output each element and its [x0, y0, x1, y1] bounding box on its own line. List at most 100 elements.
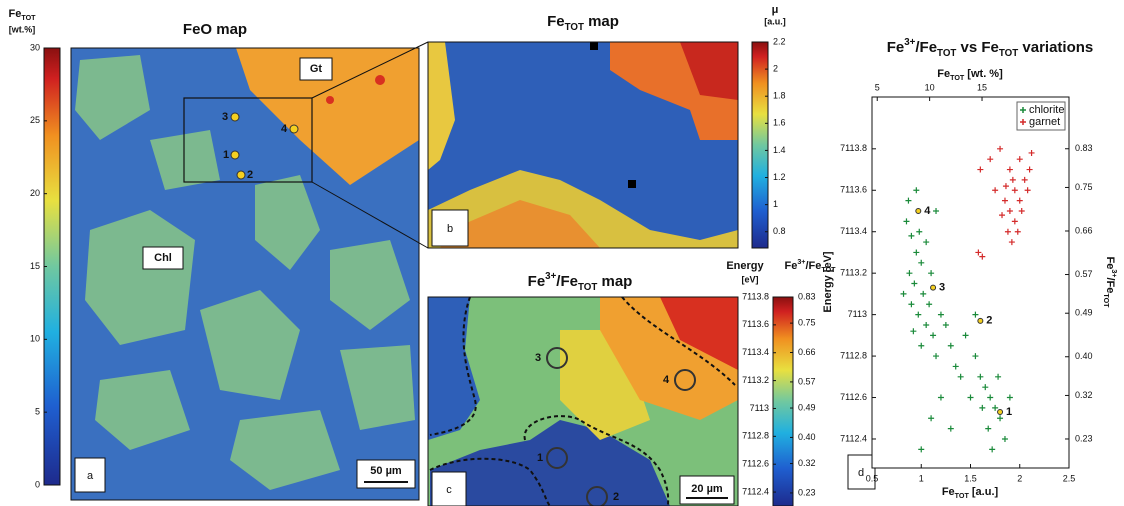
point-label: 1 [1006, 406, 1012, 418]
point [1004, 228, 1011, 235]
x-tick-label: 2 [1017, 473, 1022, 483]
colorbar-label: μ [772, 4, 779, 16]
colorbar-tick-label: 0.49 [798, 402, 816, 412]
text-part: TOT [999, 48, 1018, 59]
x2-tick-label: 10 [925, 82, 935, 92]
text-part: variations [1018, 39, 1093, 56]
point [1008, 239, 1015, 246]
y2-tick-label: 0.57 [1075, 269, 1093, 279]
point [937, 394, 944, 401]
point [997, 145, 1004, 152]
point [1021, 176, 1028, 183]
y2-tick-label: 0.40 [1075, 351, 1093, 361]
panel-label: a [87, 470, 94, 482]
labeled-point [997, 409, 1004, 416]
map-b [427, 41, 739, 249]
point [913, 187, 920, 194]
map-a [70, 41, 429, 501]
text-part: map [597, 273, 632, 290]
x-axis-label: FeTOT [a.u.] [942, 486, 999, 500]
x-tick-label: 1.5 [964, 473, 977, 483]
text-part: Energy [eV] [822, 251, 834, 312]
colorbar-tick-label: 0 [35, 479, 40, 489]
point [908, 232, 915, 239]
point [926, 301, 933, 308]
colorbar-tick-label: 5 [35, 407, 40, 417]
y-tick-label: 7113.4 [840, 226, 867, 236]
colorbar-tick-label: 20 [30, 188, 40, 198]
text-part: Fe [942, 486, 955, 498]
point [952, 363, 959, 370]
colorbar-tick-label: 7113.2 [742, 375, 769, 385]
y2-tick-label: 0.83 [1075, 143, 1093, 153]
colorbar-tick-label: 15 [30, 261, 40, 271]
text-part: Fe [937, 68, 950, 80]
point [1006, 207, 1013, 214]
text-part: [wt. %] [964, 68, 1003, 80]
point [911, 280, 918, 287]
text-part: /Fe [556, 273, 578, 290]
text-part: Fe [528, 273, 546, 290]
colorbar-tick-label: 0.66 [798, 347, 816, 357]
point [923, 321, 930, 328]
point [908, 301, 915, 308]
colorbar-tick-label: 7112.4 [742, 486, 769, 496]
text-part: vs Fe [956, 39, 999, 56]
labeled-point [930, 284, 937, 291]
point [987, 156, 994, 163]
text-part: Fe [784, 260, 797, 272]
point [937, 311, 944, 318]
labeled-point [915, 207, 922, 214]
text-part: /Fe [1104, 277, 1116, 293]
point [1011, 218, 1018, 225]
text-part: μ [772, 4, 779, 16]
point [992, 187, 999, 194]
text-part: /Fe [805, 260, 821, 272]
colorbar-c [772, 296, 794, 506]
text-part: TOT [821, 266, 836, 274]
point [928, 415, 935, 422]
legend-box [1016, 101, 1066, 131]
text-part: Energy [726, 260, 764, 272]
text-part: TOT [950, 74, 965, 82]
text-part: TOT [578, 282, 597, 293]
point [933, 353, 940, 360]
colorbar-tick-label: 0.23 [798, 487, 816, 497]
colorbar-tick-label: 1.4 [773, 145, 786, 155]
text-part: Fe [887, 39, 905, 56]
colorbar-tick-label: 10 [30, 334, 40, 344]
text-part: 3+ [1110, 269, 1118, 277]
map-c [427, 296, 739, 506]
colorbar-y2-label: Fe3+/FeTOT [784, 258, 836, 274]
point [975, 249, 982, 256]
x-tick-label: 0.5 [866, 473, 879, 483]
point [1014, 228, 1021, 235]
map-title: FeO map [183, 21, 247, 38]
point-label: 2 [247, 169, 253, 181]
annotation: Chl [154, 252, 172, 264]
panel-label: d [858, 467, 864, 479]
colorbar-tick-label: 7113.6 [742, 319, 769, 329]
y-axis-label: Energy [eV] [822, 251, 834, 312]
point [987, 394, 994, 401]
y-tick-label: 7112.4 [840, 433, 867, 443]
colorbar-label: Energy [726, 260, 764, 272]
point [962, 332, 969, 339]
point [905, 197, 912, 204]
text-part: 3+ [797, 258, 805, 266]
colorbar-unit: [eV] [741, 274, 758, 284]
point [947, 342, 954, 349]
text-part: 3+ [545, 271, 556, 282]
colorbar-tick-label: 0.32 [798, 458, 816, 468]
legend-marker [1020, 119, 1026, 125]
point [930, 332, 937, 339]
panel-label: c [446, 484, 452, 496]
colorbar-tick-label: 7112.8 [742, 431, 769, 441]
point [920, 290, 927, 297]
point [977, 373, 984, 380]
point-label: 4 [281, 123, 288, 135]
panel-box-d [847, 454, 876, 490]
legend-label: chlorite [1029, 104, 1064, 116]
y2-tick-label: 0.75 [1075, 182, 1093, 192]
